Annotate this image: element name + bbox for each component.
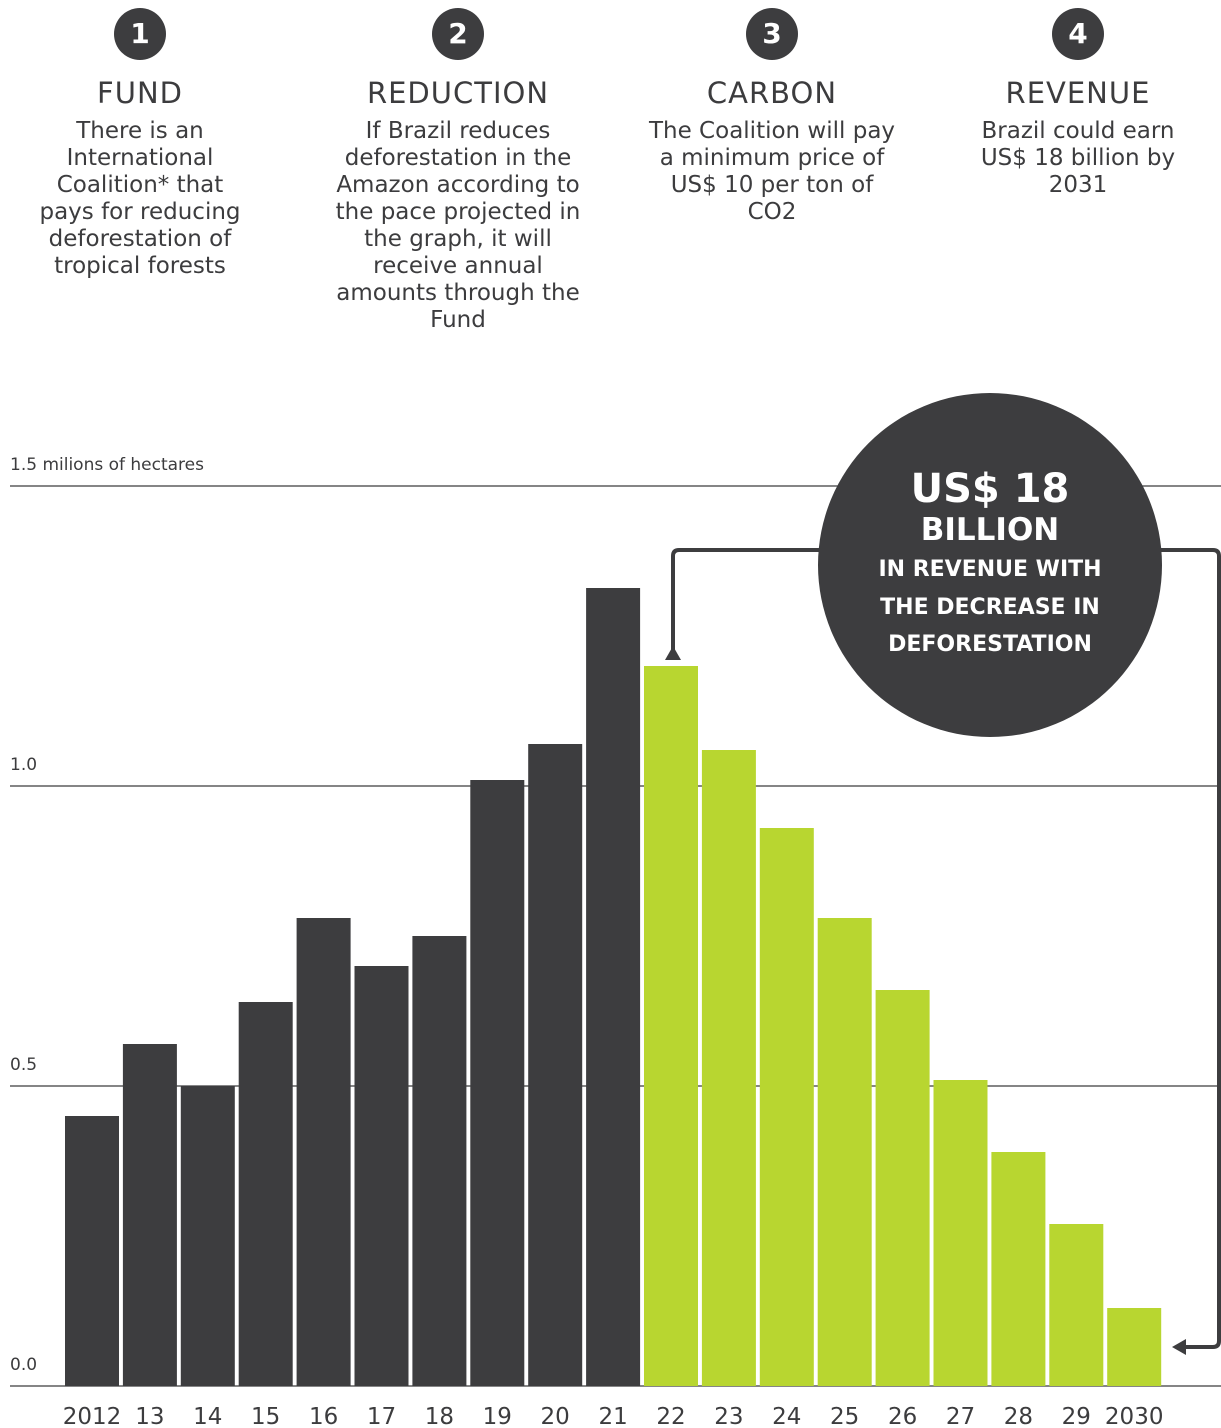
badge-line-4: THE DECREASE IN — [880, 595, 1100, 620]
bar-historical-18 — [412, 936, 467, 1386]
x-tick-label: 25 — [830, 1404, 859, 1428]
connector-arrow-left — [1172, 1339, 1186, 1355]
x-tick-label: 14 — [193, 1404, 222, 1428]
bar-historical-13 — [122, 1044, 177, 1386]
x-tick-label: 2030 — [1105, 1404, 1164, 1428]
x-tick-label: 24 — [772, 1404, 801, 1428]
badge-line-3: IN REVENUE WITH — [878, 557, 1101, 582]
step-title-fund: FUND — [97, 76, 183, 110]
step-text-revenue: Brazil could earn US$ 18 billion by 2031 — [980, 118, 1176, 198]
step-title-carbon: CARBON — [706, 76, 838, 110]
bar-historical-19 — [470, 780, 525, 1386]
step-text-carbon: The Coalition will pay a minimum price o… — [648, 118, 896, 225]
x-tick-label: 2012 — [63, 1404, 122, 1428]
x-tick-label: 26 — [888, 1404, 917, 1428]
x-tick-label: 22 — [656, 1404, 685, 1428]
x-tick-labels: 2012 13 14 15 16 17 18 19 20 21 22 23 24 25 26 27 28 29 20… — [63, 1404, 1164, 1428]
step-number-3: 3 — [746, 8, 798, 60]
step-revenue: 4 REVENUE Brazil could earn US$ 18 billi… — [938, 8, 1218, 199]
x-tick-label: 18 — [425, 1404, 454, 1428]
x-tick-label: 15 — [251, 1404, 280, 1428]
step-number-4: 4 — [1052, 8, 1104, 60]
x-tick-label: 27 — [946, 1404, 975, 1428]
bar-historical-20 — [528, 744, 583, 1386]
badge-amount: US$ 18 — [911, 466, 1070, 512]
y-tick-label: 1.0 — [10, 755, 37, 775]
y-tick-label: 0.5 — [10, 1055, 37, 1075]
bar-projected-25 — [817, 918, 872, 1386]
bar-historical-16 — [296, 918, 351, 1386]
step-title-revenue: REVENUE — [1005, 76, 1151, 110]
bar-projected-26 — [875, 990, 930, 1386]
step-fund: 1 FUND There is an International Coaliti… — [0, 8, 280, 280]
x-tick-label: 16 — [309, 1404, 338, 1428]
bar-projected-23 — [701, 750, 756, 1386]
bar-historical-2012 — [65, 1116, 119, 1386]
y-tick-label: 1.5 milions of hectares — [10, 455, 204, 475]
revenue-connector-line — [671, 548, 1221, 1349]
connector-arrow-up — [665, 646, 681, 660]
step-reduction: 2 REDUCTION If Brazil reduces deforestat… — [318, 8, 598, 334]
step-carbon: 3 CARBON The Coalition will pay a minimu… — [632, 8, 912, 226]
step-title-reduction: REDUCTION — [366, 76, 550, 110]
y-tick-label: 0.0 — [10, 1355, 37, 1375]
y-tick-labels: 0.0 0.5 1.0 1.5 milions of hectares — [10, 455, 204, 1375]
step-text-fund: There is an International Coalition* tha… — [39, 118, 241, 279]
bar-projected-28 — [991, 1152, 1046, 1386]
steps-section: 1 FUND There is an International Coaliti… — [0, 0, 1221, 360]
bar-historical-21 — [586, 588, 641, 1386]
x-tick-label: 17 — [367, 1404, 396, 1428]
bar-historical-14 — [180, 1086, 235, 1386]
x-tick-label: 20 — [541, 1404, 570, 1428]
x-tick-label: 23 — [714, 1404, 743, 1428]
step-number-1: 1 — [114, 8, 166, 60]
bar-projected-2030 — [1107, 1308, 1162, 1386]
x-tick-label: 19 — [483, 1404, 512, 1428]
bar-historical-15 — [238, 1002, 293, 1386]
badge-unit: BILLION — [921, 512, 1060, 548]
bar-projected-22 — [644, 666, 698, 1386]
x-tick-label: 28 — [1004, 1404, 1033, 1428]
x-tick-label: 21 — [598, 1404, 627, 1428]
badge-line-5: DEFORESTATION — [888, 632, 1092, 657]
step-text-reduction: If Brazil reduces deforestation in the A… — [335, 118, 581, 333]
bar-projected-29 — [1049, 1224, 1104, 1386]
bar-projected-24 — [759, 828, 814, 1386]
x-tick-label: 13 — [135, 1404, 164, 1428]
bar-historical-17 — [354, 966, 409, 1386]
x-tick-label: 29 — [1062, 1404, 1091, 1428]
bar-projected-27 — [933, 1080, 988, 1386]
bars — [65, 588, 1162, 1386]
step-number-2: 2 — [432, 8, 484, 60]
revenue-badge — [818, 393, 1162, 737]
